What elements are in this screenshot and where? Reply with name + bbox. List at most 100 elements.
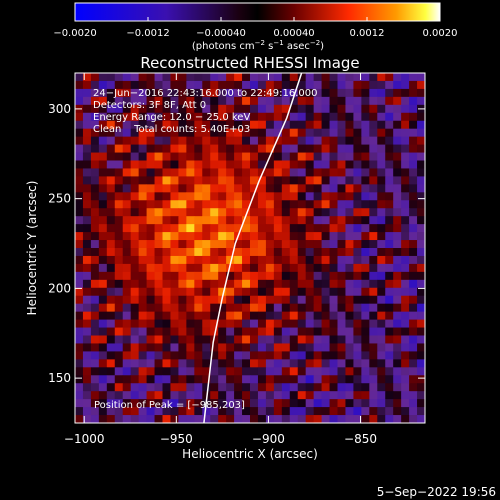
heatmap-cell [130,351,140,360]
heatmap-cell [202,303,211,313]
heatmap-cell [313,112,322,122]
heatmap-cell [146,168,155,177]
heatmap-cell [305,200,315,209]
heatmap-cell [122,240,132,249]
heatmap-cell [154,216,163,225]
heatmap-cell [409,351,418,360]
heatmap-cell [361,136,370,145]
heatmap-cell [146,391,155,400]
heatmap-cell [210,216,219,225]
heatmap-cell [313,359,322,368]
heatmap-cell [154,224,163,233]
heatmap-cell [146,399,155,408]
heatmap-cell [345,96,354,106]
heatmap-cell [361,303,370,313]
heatmap-cell [401,144,410,153]
heatmap-cell [265,335,275,344]
heatmap-cell [75,73,84,82]
heatmap-cell [218,208,227,217]
heatmap-cell [130,327,140,336]
heatmap-cell [75,407,84,416]
heatmap-cell [210,152,219,161]
heatmap-cell [194,200,203,209]
heatmap-cell [417,415,425,423]
heatmap-cell [297,112,307,122]
heatmap-cell [234,375,243,384]
heatmap-cell [313,136,322,145]
heatmap-cell [321,136,330,145]
heatmap-cell [210,383,219,392]
heatmap-cell [202,208,211,217]
heatmap-cell [242,351,251,360]
heatmap-cell [409,335,418,344]
heatmap-cell [369,287,378,297]
heatmap-cell [178,311,187,320]
heatmap-cell [90,407,100,416]
heatmap-cell [297,96,307,106]
heatmap-cell [146,200,155,209]
heatmap-cell [329,391,338,400]
heatmap-cell [289,160,299,169]
heatmap-cell [226,208,235,217]
heatmap-cell [369,407,378,416]
heatmap-cell [273,216,283,225]
heatmap-cell [265,232,275,241]
heatmap-cell [210,232,219,241]
heatmap-cell [114,200,124,209]
heatmap-cell [218,319,227,328]
heatmap-cell [138,128,147,138]
heatmap-cell [305,399,315,408]
heatmap-cell [90,415,100,423]
heatmap-cell [297,303,307,313]
heatmap-cell [305,144,315,153]
heatmap-cell [313,152,322,161]
heatmap-cell [250,359,259,368]
heatmap-cell [138,240,147,249]
heatmap-cell [250,96,259,106]
heatmap-cell [186,375,195,384]
heatmap-cell [417,303,425,313]
heatmap-cell [393,88,402,98]
heatmap-cell [106,335,116,344]
heatmap-cell [178,232,187,241]
heatmap-cell [361,184,370,193]
heatmap-cell [281,96,291,106]
heatmap-cell [417,255,425,265]
heatmap-cell [281,248,291,257]
heatmap-cell [265,104,275,114]
heatmap-cell [98,208,108,217]
heatmap-cell [194,80,203,90]
heatmap-cell [353,80,362,90]
heatmap-cell [210,271,219,281]
heatmap-cell [273,263,283,273]
heatmap-cell [401,311,410,320]
heatmap-cell [162,375,171,384]
heatmap-cell [273,367,283,376]
heatmap-cell [305,88,315,98]
heatmap-cell [265,295,275,305]
heatmap-cell [393,271,402,281]
heatmap-cell [321,263,330,273]
heatmap-cell [162,73,171,82]
heatmap-cell [409,104,418,114]
heatmap-cell [345,176,354,185]
heatmap-cell [186,415,195,423]
heatmap-cell [345,104,354,114]
heatmap-cell [257,216,267,225]
heatmap-cell [154,415,163,423]
heatmap-cell [337,407,346,416]
heatmap-cell [313,88,322,98]
heatmap-cell [297,248,307,257]
heatmap-cell [170,73,179,82]
heatmap-cell [170,391,179,400]
heatmap-cell [146,271,155,281]
heatmap-cell [289,200,299,209]
heatmap-cell [345,391,354,400]
heatmap-cell [186,255,195,265]
heatmap-cell [417,73,425,82]
heatmap-cell [345,343,354,352]
heatmap-cell [138,311,147,320]
heatmap-cell [409,128,418,138]
heatmap-cell [329,224,338,233]
heatmap-cell [242,200,251,209]
